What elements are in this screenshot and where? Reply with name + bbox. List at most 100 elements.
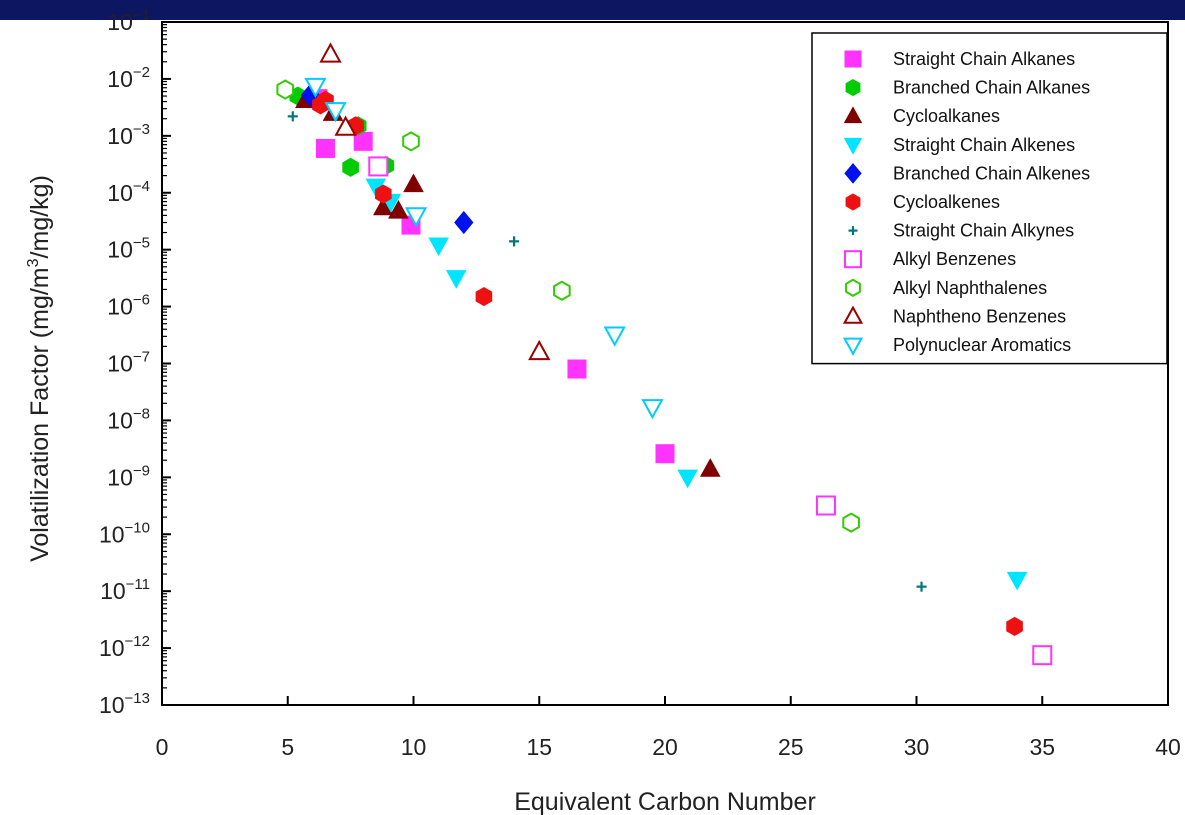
legend-label: Branched Chain Alkanes xyxy=(893,78,1090,98)
x-axis: 0 5 10 15 20 25 30 35 40 xyxy=(156,696,1181,760)
legend-label: Alkyl Naphthalenes xyxy=(893,278,1047,298)
y-tick-label: 10−10 xyxy=(99,519,150,547)
y-tick-label: 10−11 xyxy=(100,576,150,604)
y-tick-label: 10−5 xyxy=(107,235,150,263)
series-alkyl-benzenes xyxy=(368,156,1053,666)
data-point-straight-chain-alkynes xyxy=(509,236,520,247)
data-point-straight-chain-alkenes xyxy=(677,469,698,489)
legend-item-straight-chain-alkenes: Straight Chain Alkenes xyxy=(843,135,1075,155)
legend-box xyxy=(811,32,1168,365)
data-point-alkyl-naphthalenes xyxy=(842,512,860,533)
legend-marker xyxy=(845,278,861,297)
y-tick-label: 10−7 xyxy=(107,349,150,377)
data-point-naphtheno-benzenes xyxy=(528,339,551,361)
data-point-alkyl-naphthalenes xyxy=(276,79,295,100)
legend-label: Branched Chain Alkenes xyxy=(893,163,1090,183)
data-point-alkyl-naphthalenes xyxy=(553,280,571,301)
legend-label: Straight Chain Alkynes xyxy=(893,221,1074,241)
legend-marker xyxy=(842,337,864,356)
legend-label: Alkyl Benzenes xyxy=(893,249,1016,269)
data-point-cycloalkanes xyxy=(388,199,409,219)
legend-label: Straight Chain Alkanes xyxy=(893,49,1075,69)
x-tick-label: 5 xyxy=(281,734,294,760)
legend-item-alkyl-benzenes: Alkyl Benzenes xyxy=(844,249,1016,269)
y-tick-label: 10−12 xyxy=(99,633,150,661)
legend-item-cycloalkenes: Cycloalkenes xyxy=(845,192,1000,212)
data-point-polynuclear-aromatics xyxy=(324,102,347,123)
x-tick-label: 25 xyxy=(778,734,804,760)
legend-marker xyxy=(844,250,862,269)
data-point-polynuclear-aromatics xyxy=(641,399,664,420)
legend-label: Cycloalkanes xyxy=(893,106,1000,126)
legend-marker xyxy=(843,137,863,155)
y-tick-label: 10−1 xyxy=(107,7,150,35)
series-straight-chain-alkynes xyxy=(287,111,927,592)
legend-marker xyxy=(848,226,858,236)
top-banner xyxy=(0,0,1185,20)
series-alkyl-naphthalenes xyxy=(276,79,860,533)
data-point-straight-chain-alkanes xyxy=(315,138,335,158)
legend-marker xyxy=(842,305,864,324)
data-point-cycloalkenes xyxy=(1006,616,1023,637)
data-point-polynuclear-aromatics xyxy=(404,207,428,228)
data-point-alkyl-benzenes xyxy=(815,495,836,516)
data-point-straight-chain-alkenes xyxy=(1006,571,1028,591)
legend-item-cycloalkanes: Cycloalkanes xyxy=(843,106,1000,126)
y-tick-label: 10−13 xyxy=(99,690,150,718)
x-tick-label: 0 xyxy=(156,734,169,760)
data-point-straight-chain-alkanes xyxy=(353,131,373,151)
legend-marker xyxy=(845,193,861,211)
data-point-straight-chain-alkanes xyxy=(655,444,675,464)
data-point-cycloalkenes xyxy=(375,184,392,204)
data-point-alkyl-naphthalenes xyxy=(402,131,420,152)
legend-item-straight-chain-alkanes: Straight Chain Alkanes xyxy=(844,49,1075,69)
legend-marker xyxy=(843,106,863,124)
data-point-straight-chain-alkenes xyxy=(428,237,449,257)
x-axis-title: Equivalent Carbon Number xyxy=(514,788,816,815)
y-tick-label: 10−3 xyxy=(107,121,150,149)
data-point-branched-chain-alkenes xyxy=(454,210,474,235)
x-tick-label: 20 xyxy=(652,734,678,760)
legend-item-straight-chain-alkynes: Straight Chain Alkynes xyxy=(848,221,1074,241)
y-tick-label: 10−2 xyxy=(107,64,150,92)
legend-label: Cycloalkenes xyxy=(893,192,1000,212)
legend-label: Straight Chain Alkenes xyxy=(893,135,1075,155)
data-point-straight-chain-alkenes xyxy=(445,270,467,289)
data-point-straight-chain-alkynes xyxy=(287,111,298,122)
data-point-straight-chain-alkynes xyxy=(916,581,927,592)
series-straight-chain-alkenes xyxy=(365,178,1028,591)
legend-label: Naphtheno Benzenes xyxy=(893,306,1066,326)
legend-marker xyxy=(845,79,861,97)
legend-item-alkyl-naphthalenes: Alkyl Naphthalenes xyxy=(845,278,1047,298)
series-cycloalkenes xyxy=(312,90,1023,637)
x-tick-label: 15 xyxy=(526,734,552,760)
series-naphtheno-benzenes xyxy=(319,42,551,361)
data-point-naphtheno-benzenes xyxy=(334,115,357,136)
data-point-polynuclear-aromatics xyxy=(603,326,626,347)
data-point-branched-chain-alkanes xyxy=(342,157,359,177)
data-point-alkyl-benzenes xyxy=(368,156,389,177)
legend-item-branched-chain-alkanes: Branched Chain Alkanes xyxy=(845,78,1090,98)
legend-marker xyxy=(844,163,862,184)
x-tick-label: 35 xyxy=(1029,734,1055,760)
y-tick-label: 10−8 xyxy=(107,405,150,433)
data-point-naphtheno-benzenes xyxy=(319,42,342,63)
y-tick-label: 10−4 xyxy=(107,178,150,206)
legend-item-polynuclear-aromatics: Polynuclear Aromatics xyxy=(842,335,1071,356)
data-point-cycloalkanes xyxy=(403,173,424,193)
legend-marker xyxy=(844,50,862,68)
series-polynuclear-aromatics xyxy=(304,77,664,420)
y-tick-label: 10−6 xyxy=(107,292,150,320)
x-tick-label: 40 xyxy=(1155,734,1181,760)
legend: Straight Chain Alkanes Branched Chain Alk… xyxy=(811,32,1168,365)
data-point-alkyl-benzenes xyxy=(1032,645,1053,666)
data-markers xyxy=(276,42,1053,666)
legend-label: Polynuclear Aromatics xyxy=(893,335,1071,355)
y-axis-title: Volatilization Factor (mg/m3/mg/kg) xyxy=(25,175,54,562)
data-point-cycloalkenes xyxy=(475,286,493,307)
data-point-straight-chain-alkanes xyxy=(567,359,587,379)
legend-item-branched-chain-alkenes: Branched Chain Alkenes xyxy=(844,163,1090,184)
data-point-cycloalkanes xyxy=(699,458,721,477)
data-point-polynuclear-aromatics xyxy=(304,77,327,98)
